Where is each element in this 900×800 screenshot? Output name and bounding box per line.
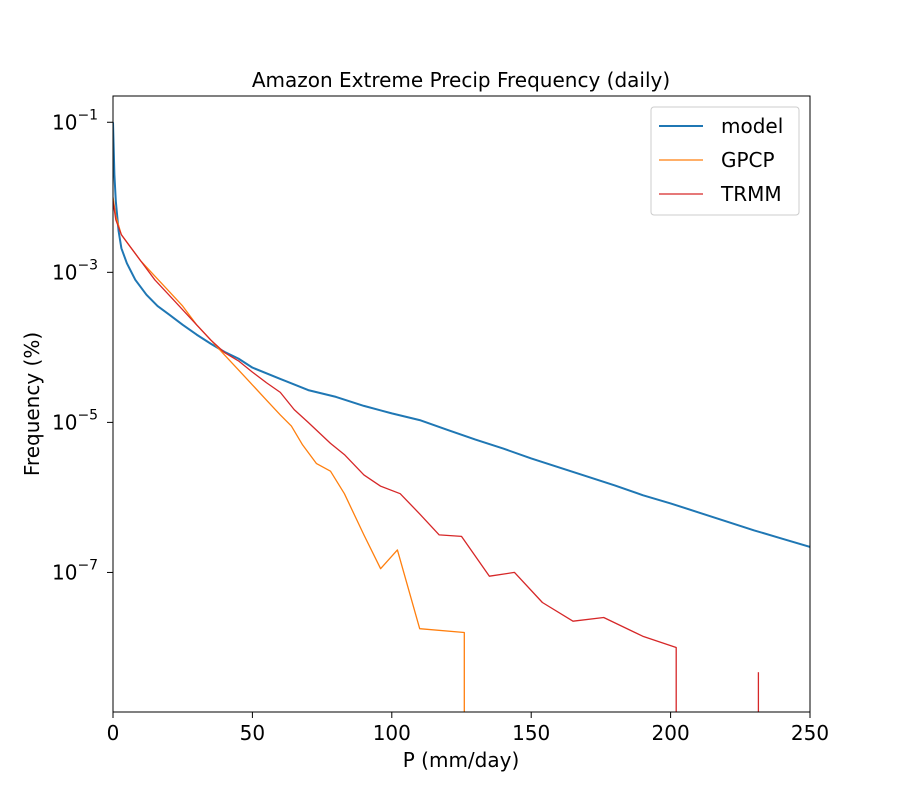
series-line-model xyxy=(113,122,810,548)
plot-area xyxy=(113,122,810,712)
x-axis-label: P (mm/day) xyxy=(403,748,520,772)
legend-box xyxy=(650,106,800,216)
x-tick-label: 150 xyxy=(512,721,550,745)
y-tick-label: 10−3 xyxy=(52,257,98,284)
legend-label-gpcp: GPCP xyxy=(721,148,775,172)
axes-frame xyxy=(112,95,811,713)
chart-title: Amazon Extreme Precip Frequency (daily) xyxy=(252,68,670,92)
y-axis: 10−7 10−5 10−3 10−1 xyxy=(52,107,113,584)
x-tick-label: 0 xyxy=(107,721,120,745)
x-tick-label: 100 xyxy=(373,721,411,745)
legend-label-model: model xyxy=(721,114,783,138)
legend-label-trmm: TRMM xyxy=(720,182,782,206)
x-tick-label: 250 xyxy=(791,721,829,745)
x-tick-label: 50 xyxy=(240,721,265,745)
series-line-trmm xyxy=(113,200,677,712)
x-axis: 0 50 100 150 200 250 xyxy=(107,712,829,745)
y-tick-label: 10−5 xyxy=(52,407,98,434)
y-axis-label: Frequency (%) xyxy=(20,332,44,476)
legend: model GPCP TRMM xyxy=(650,106,800,216)
y-tick-label: 10−7 xyxy=(52,557,98,584)
y-tick-label: 10−1 xyxy=(52,107,98,134)
x-tick-label: 200 xyxy=(652,721,690,745)
